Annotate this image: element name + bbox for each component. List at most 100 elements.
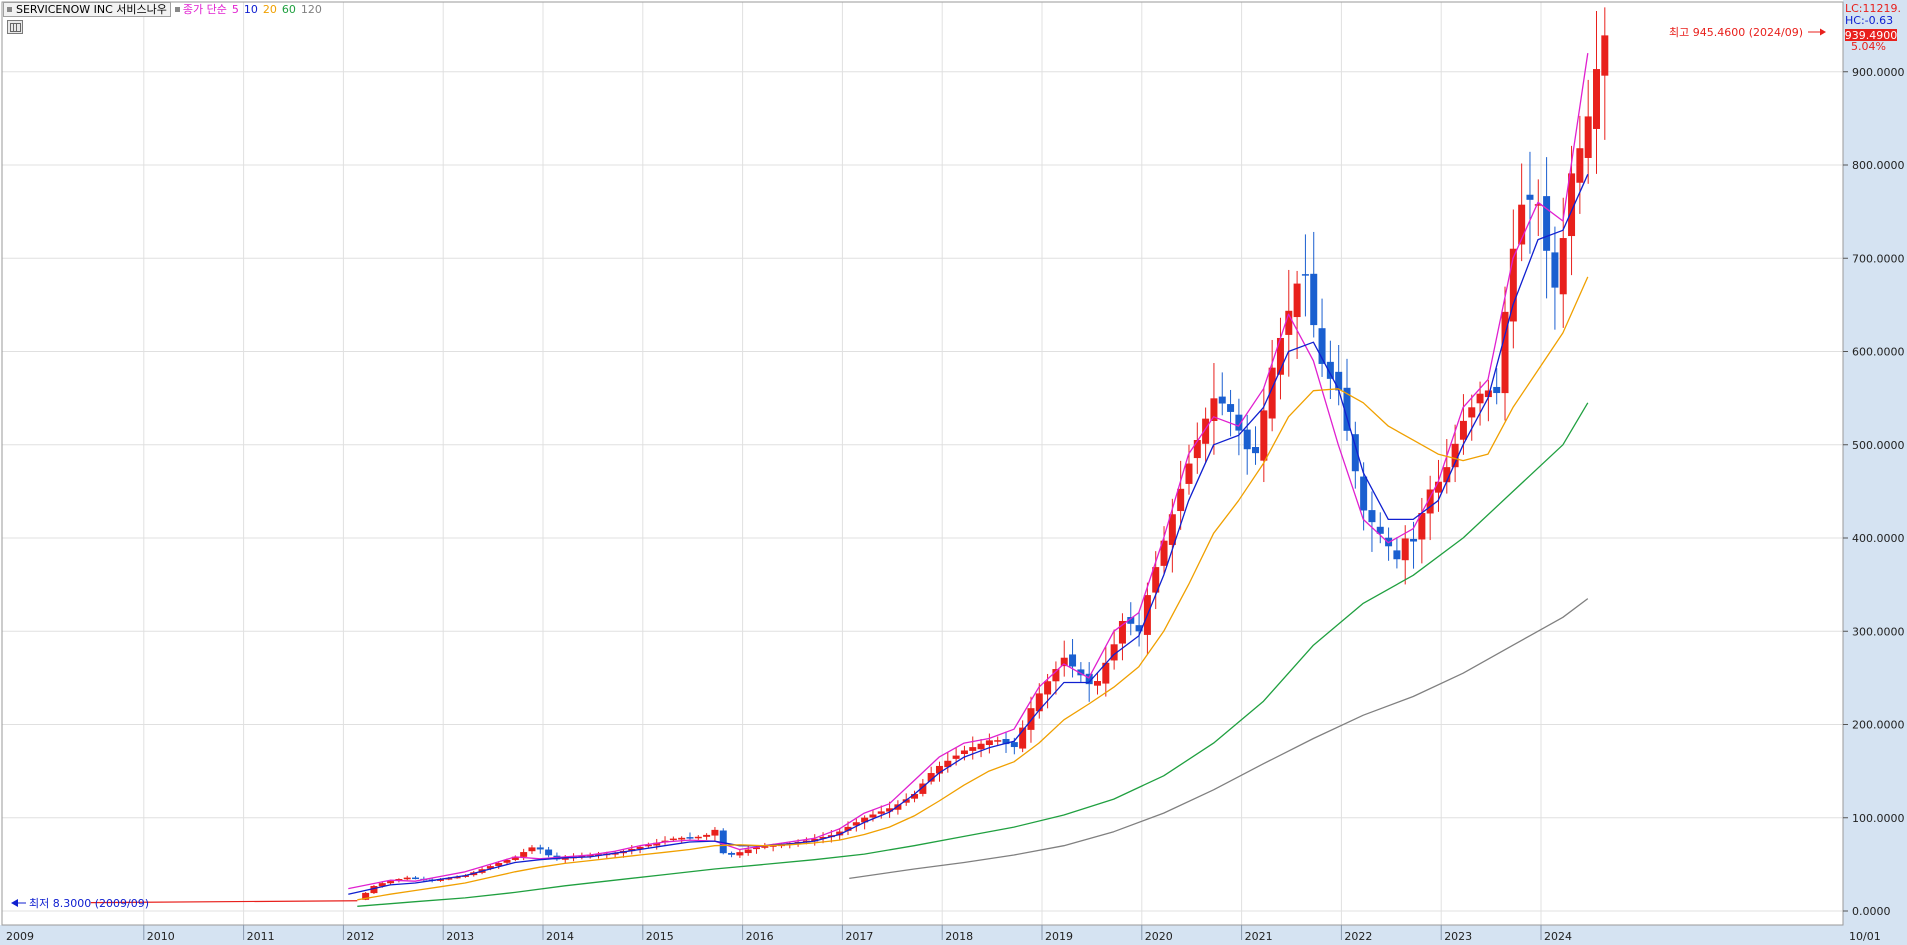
hc-readout: HC:-0.63 [1845,14,1893,27]
candle-body [1584,116,1592,158]
ma-label[interactable]: 종가 단순 [182,2,227,16]
candle-body [1019,727,1027,749]
candle-body [653,842,661,846]
chart-grid [2,2,1843,925]
ma-120-label[interactable]: 120 [300,2,322,16]
candle-body [1343,387,1351,431]
candle-body [520,852,528,857]
low-annotation-label: 최저 8.3000 (2009/09) [29,897,149,910]
candle-body [1060,657,1068,667]
candle-body [1551,252,1559,288]
x-tick-label: 2016 [746,930,774,943]
x-tick-label: 2021 [1245,930,1273,943]
candle-body [1243,429,1251,450]
candle-body [445,878,453,880]
candle-body [1592,69,1600,129]
ma-10-label[interactable]: 10 [243,2,258,16]
symbol-title-box[interactable]: SERVICENOW INC 서비스나우 [3,2,171,17]
candle-body [1044,681,1052,695]
y-axis: 0.0000 100.0000 200.0000 300.0000 400.0000 50… [1843,66,1905,918]
x-tick-label: 2020 [1145,930,1173,943]
candle-body [877,811,885,814]
candle-body [1268,367,1276,419]
candle-body [1168,514,1176,545]
y-axis-band [1843,0,1907,945]
ma-60-line [357,402,1589,907]
y-tick-label: 100.0000 [1852,812,1905,825]
candle-body [1085,673,1093,685]
data-table-button[interactable] [7,20,23,34]
y-tick-label: 300.0000 [1852,625,1905,638]
candle-body [611,853,619,855]
candle-body [744,849,752,854]
candle-body [753,847,761,850]
candle-body [453,876,461,879]
candle-body [1434,481,1442,493]
moving-average-lines [348,53,1589,907]
ma-20-line [357,276,1589,901]
candle-body [1376,526,1384,534]
plot-frame [1,1,1844,926]
candle-body [1285,310,1293,335]
candle-body [561,858,569,860]
candle-body [1368,510,1376,523]
indicator-marker-icon [174,7,180,12]
candle-body [1210,398,1218,421]
candle-body [486,866,494,869]
candle-body [1526,194,1534,200]
candle-body [378,883,386,887]
candle-body [511,856,519,860]
y-tick-label: 400.0000 [1852,532,1905,545]
candle-body [911,794,919,799]
low-arrow-head-icon [11,899,18,907]
candle-body [1509,248,1517,322]
candle-body [1468,407,1476,418]
candle-body [1193,440,1201,459]
candle-body [503,859,511,863]
x-axis-band [0,925,1907,945]
candle-body [1568,173,1576,237]
candle-body [1559,238,1567,295]
candle-body [1351,434,1359,472]
candle-body [1601,35,1609,76]
x-tick-label: 2013 [446,930,474,943]
candle-body [694,836,702,839]
candle-body [944,760,952,768]
candle-body [1293,283,1301,318]
candle-body [578,855,586,858]
candle-body [436,879,444,881]
candle-body [728,852,736,855]
candle-body [1135,625,1143,632]
candle-body [960,750,968,754]
candle-body [761,846,769,848]
candle-body [1418,513,1426,540]
candle-body [703,834,711,837]
candle-body [1110,644,1118,661]
candle-body [669,838,677,841]
candle-body [1576,148,1584,183]
ma-20-label[interactable]: 20 [262,2,277,16]
high-annotation-label: 최고 945.4600 (2024/09) [1669,26,1803,39]
candle-body [994,740,1002,742]
legend-bar: SERVICENOW INC 서비스나우 종가 단순 5 10 20 60 12… [3,2,322,17]
candle-body [1152,567,1160,593]
candle-body [1252,447,1260,454]
ma-5-label[interactable]: 5 [231,2,239,16]
x-tick-label: 2018 [945,930,973,943]
x-tick-label: 2009 [6,930,34,943]
candle-body [711,829,719,836]
x-tick-label: 2023 [1444,930,1472,943]
candle-body [902,799,910,803]
x-tick-label: 2024 [1544,930,1572,943]
ma-60-label[interactable]: 60 [281,2,296,16]
candle-body [1227,404,1235,412]
candle-body [678,837,686,840]
candle-body [362,892,370,900]
early-price-line [90,900,358,904]
symbol-marker-icon [7,7,12,12]
x-axis: 2009 2010 2011 2012 2013 2014 2015 2016 2017 2018… [6,925,1881,943]
candle-body [1301,274,1309,276]
x-tick-label: 2022 [1344,930,1372,943]
candle-body [844,826,852,831]
candle-body [1218,396,1226,404]
